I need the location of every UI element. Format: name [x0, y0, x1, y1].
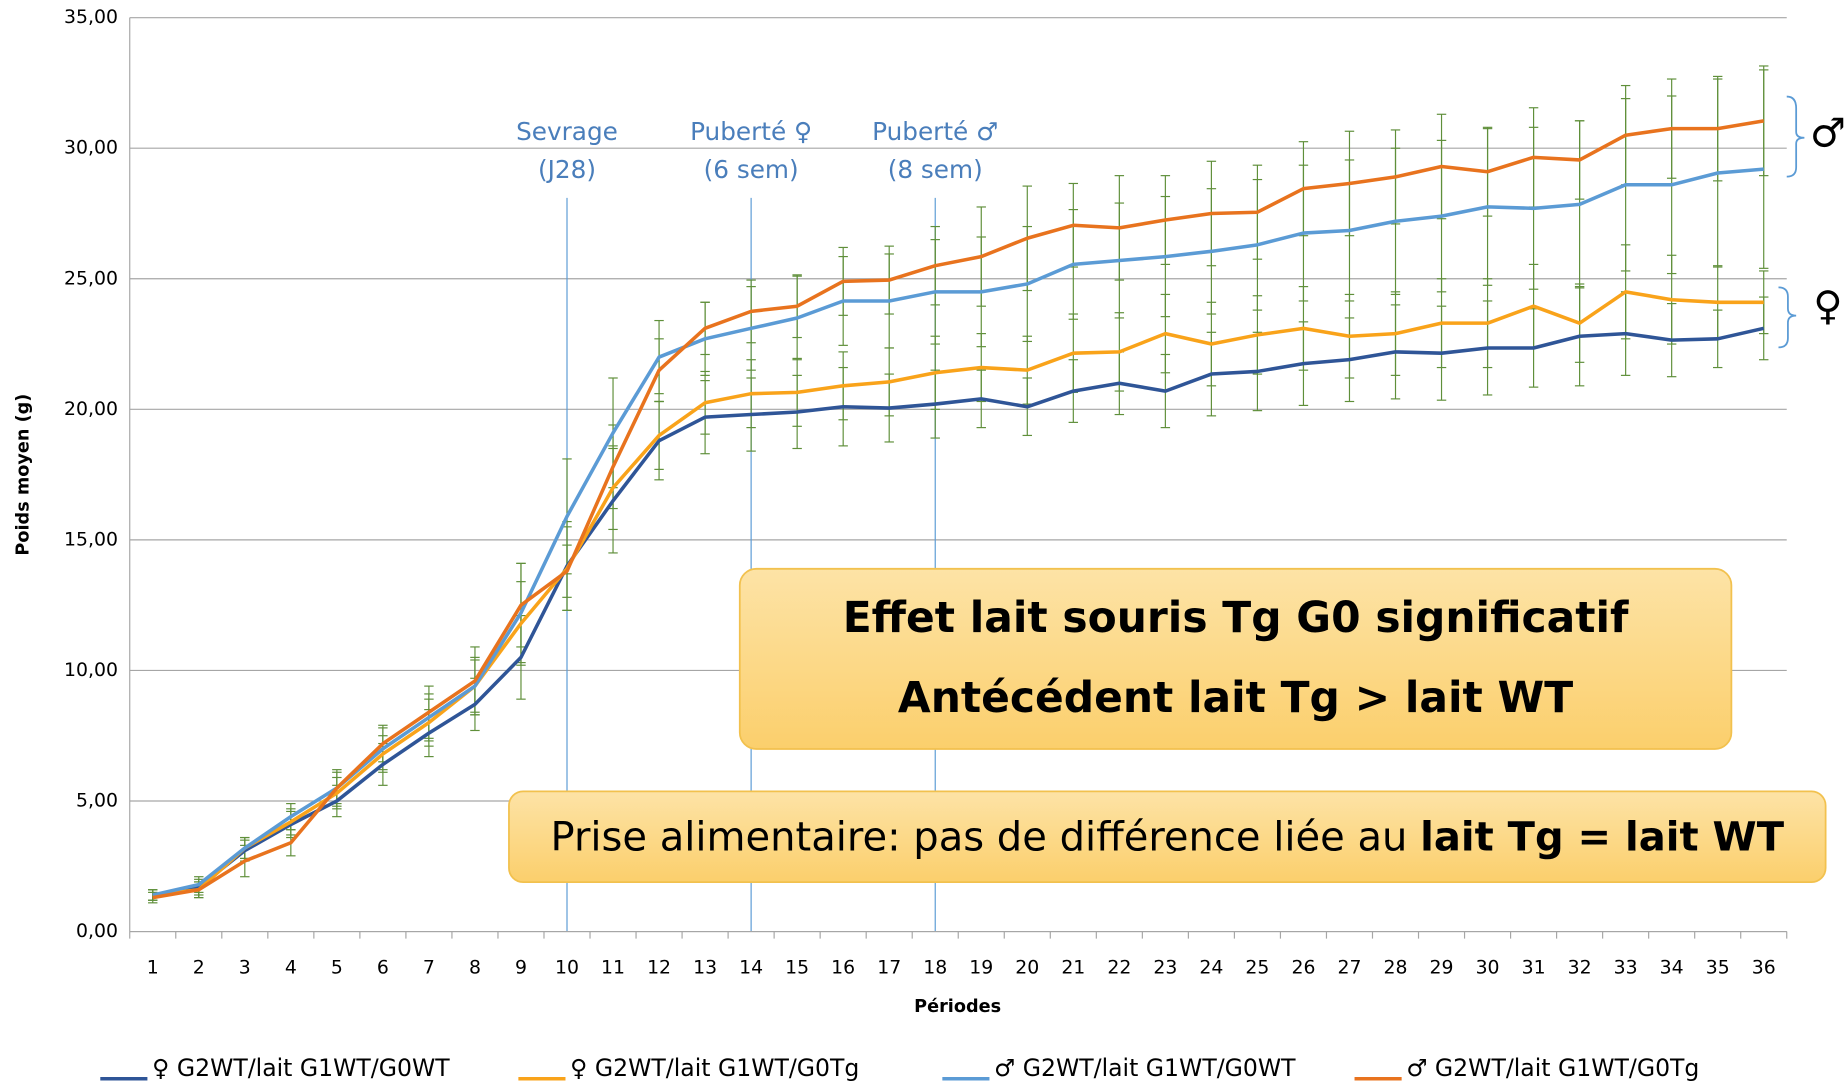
x-tick-label: 32 [1568, 958, 1592, 979]
legend-label: ♂ G2WT/lait G1WT/G0Tg [1406, 1054, 1699, 1082]
x-tick-label: 20 [1015, 958, 1039, 979]
box-text-part: Prise alimentaire: pas de différence lié… [551, 815, 1421, 861]
x-tick-label: 12 [647, 958, 671, 979]
series-line [152, 167, 1764, 897]
x-tick-label: 18 [923, 958, 947, 979]
x-tick-label: 14 [739, 958, 763, 979]
x-tick-label: 15 [785, 958, 809, 979]
x-tick-label: 16 [831, 958, 855, 979]
x-axis-title: Périodes [914, 997, 1001, 1017]
x-tick-label: 1 [147, 958, 159, 979]
x-tick-label: 22 [1107, 958, 1131, 979]
annotation-text: Puberté ♀ [690, 117, 812, 146]
legend-label: ♂ G2WT/lait G1WT/G0WT [994, 1054, 1296, 1082]
annotation-text: Puberté ♂ [872, 117, 998, 146]
x-tick-label: 8 [469, 958, 481, 979]
x-tick-label: 10 [555, 958, 579, 979]
x-tick-label: 19 [969, 958, 993, 979]
x-tick-label: 28 [1384, 958, 1408, 979]
x-tick-label: 31 [1522, 958, 1546, 979]
x-tick-label: 26 [1291, 958, 1315, 979]
series-line [152, 290, 1764, 897]
x-tick-label: 34 [1660, 958, 1684, 979]
bracket-label: ♀ [1813, 284, 1842, 330]
x-tick-label: 29 [1430, 958, 1454, 979]
bracket-label: ♂ [1810, 110, 1846, 156]
box-text-bold: lait Tg = lait WT [1420, 815, 1785, 861]
x-tick-label: 17 [877, 958, 901, 979]
x-tick-label: 7 [423, 958, 435, 979]
x-tick-label: 25 [1245, 958, 1269, 979]
y-axis-title: Poids moyen (g) [14, 394, 34, 556]
box-text: Effet lait souris Tg G0 significatif [843, 593, 1629, 642]
x-tick-label: 30 [1476, 958, 1500, 979]
x-tick-label: 2 [193, 958, 205, 979]
x-tick-label: 6 [377, 958, 389, 979]
x-tick-label: 11 [601, 958, 625, 979]
box-text: Prise alimentaire: pas de différence lié… [551, 815, 1785, 861]
bracket [1786, 95, 1805, 178]
annotation-text: (J28) [538, 155, 596, 184]
x-tick-label: 33 [1614, 958, 1638, 979]
annotation-text: Sevrage [516, 117, 618, 146]
legend-label: ♀ G2WT/lait G1WT/G0Tg [570, 1054, 859, 1082]
annotation-text: (8 sem) [888, 155, 983, 184]
x-tick-label: 4 [285, 958, 297, 979]
x-tick-label: 13 [693, 958, 717, 979]
text-box [738, 567, 1733, 750]
error-bars [148, 65, 1769, 904]
x-tick-label: 21 [1061, 958, 1085, 979]
y-tick-label: 10,00 [64, 660, 118, 681]
x-tick-label: 3 [239, 958, 251, 979]
legend: ♀ G2WT/lait G1WT/G0WT ♀ G2WT/lait G1WT/G0… [100, 1054, 1699, 1082]
x-tick-label: 27 [1337, 958, 1361, 979]
annotation-text: (6 sem) [704, 155, 799, 184]
x-tick-label: 5 [331, 958, 343, 979]
y-tick-label: 0,00 [76, 921, 118, 942]
series-line [152, 119, 1765, 900]
y-tick-label: 35,00 [64, 7, 118, 28]
legend-label: ♀ G2WT/lait G1WT/G0WT [152, 1054, 450, 1082]
x-tick-label: 36 [1752, 958, 1776, 979]
bracket [1778, 286, 1797, 349]
text-box [508, 790, 1827, 883]
y-tick-label: 5,00 [76, 790, 118, 811]
x-tick-label: 35 [1706, 958, 1730, 979]
box-text: Antécédent lait Tg > lait WT [898, 673, 1573, 722]
y-tick-label: 25,00 [64, 268, 118, 289]
x-tick-label: 24 [1199, 958, 1223, 979]
y-tick-label: 15,00 [64, 529, 118, 550]
x-tick-label: 23 [1153, 958, 1177, 979]
lines [152, 119, 1765, 900]
y-tick-label: 30,00 [64, 138, 118, 159]
y-tick-label: 20,00 [64, 399, 118, 420]
x-tick-label: 9 [515, 958, 527, 979]
series-line [152, 326, 1765, 897]
